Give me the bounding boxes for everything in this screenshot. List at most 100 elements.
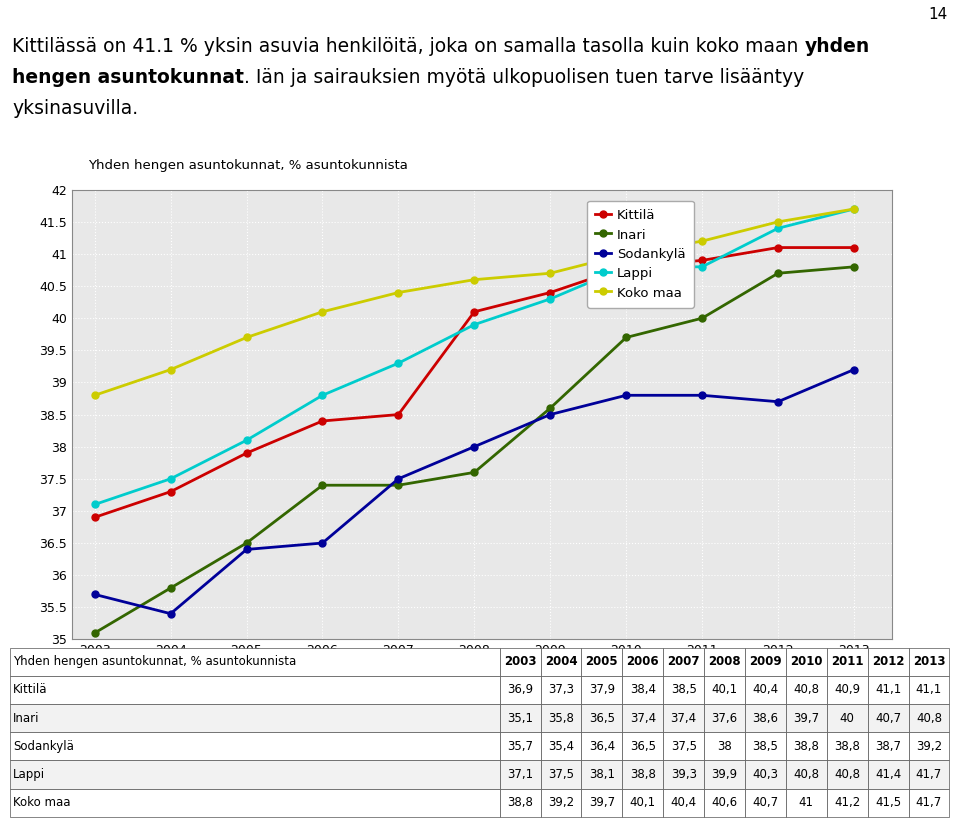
Bar [10, 733, 500, 761]
Bar [704, 789, 745, 817]
Text: 40,1: 40,1 [630, 796, 656, 809]
Bar [704, 676, 745, 704]
Koko maa [241, 332, 252, 342]
Text: 40,6: 40,6 [712, 796, 737, 809]
Text: 40,4: 40,4 [670, 796, 697, 809]
Bar [868, 761, 908, 789]
Sodankylä [545, 410, 556, 420]
Bar [622, 789, 664, 817]
Text: 38,4: 38,4 [630, 683, 656, 696]
Text: 36,4: 36,4 [589, 740, 615, 752]
Text: Koko maa: Koko maa [13, 796, 71, 809]
Text: 41,7: 41,7 [916, 796, 942, 809]
Text: 2012: 2012 [872, 655, 904, 668]
Lappi [620, 262, 632, 271]
Bar [908, 704, 949, 733]
Kittilä [620, 262, 632, 271]
Sodankylä [165, 609, 176, 619]
Inari [89, 628, 101, 638]
Bar [908, 648, 949, 676]
Sodankylä [772, 397, 784, 407]
Text: . Iän ja sairauksien myötä ulkopuolisen tuen tarve lisääntyy: . Iän ja sairauksien myötä ulkopuolisen … [244, 68, 805, 87]
Lappi [696, 262, 708, 271]
Bar [10, 761, 500, 789]
Text: yhden: yhden [805, 37, 870, 56]
Bar [868, 733, 908, 761]
Text: Lappi: Lappi [13, 768, 45, 781]
Koko maa [89, 390, 101, 400]
Text: 41,1: 41,1 [916, 683, 942, 696]
Bar [785, 789, 827, 817]
Bar [664, 648, 704, 676]
Legend: Kittilä, Inari, Sodankylä, Lappi, Koko maa: Kittilä, Inari, Sodankylä, Lappi, Koko m… [587, 200, 693, 308]
Text: 2010: 2010 [790, 655, 823, 668]
Sodankylä [89, 590, 101, 600]
Text: 38,7: 38,7 [875, 740, 901, 752]
Bar [10, 789, 500, 817]
Bar [500, 789, 541, 817]
Text: 39,2: 39,2 [548, 796, 574, 809]
Bar [622, 761, 664, 789]
Lappi [316, 390, 328, 400]
Text: 37,5: 37,5 [548, 768, 574, 781]
Text: 41,1: 41,1 [875, 683, 901, 696]
Bar [704, 704, 745, 733]
Kittilä [469, 307, 480, 317]
Text: 38,5: 38,5 [753, 740, 779, 752]
Lappi [165, 474, 176, 483]
Kittilä [772, 243, 784, 252]
Text: 14: 14 [928, 7, 947, 21]
Text: 37,5: 37,5 [670, 740, 696, 752]
Bar [785, 704, 827, 733]
Bar [908, 761, 949, 789]
Bar [500, 761, 541, 789]
Bar [581, 704, 622, 733]
Text: yksinasuvilla.: yksinasuvilla. [12, 99, 138, 118]
Kittilä [316, 416, 328, 426]
Bar [622, 733, 664, 761]
Kittilä [696, 256, 708, 266]
Line: Sodankylä: Sodankylä [91, 366, 857, 617]
Text: 2013: 2013 [913, 655, 946, 668]
Kittilä [241, 448, 252, 458]
Bar [868, 648, 908, 676]
Bar [664, 789, 704, 817]
Bar [541, 761, 581, 789]
Text: 40,1: 40,1 [712, 683, 737, 696]
Text: 41,5: 41,5 [875, 796, 901, 809]
Inari [165, 583, 176, 593]
Lappi [772, 224, 784, 233]
Line: Koko maa: Koko maa [91, 205, 857, 398]
Bar [704, 761, 745, 789]
Bar [745, 648, 785, 676]
Bar [785, 761, 827, 789]
Text: 40,8: 40,8 [793, 683, 819, 696]
Bar [500, 648, 541, 676]
Bar [785, 676, 827, 704]
Text: 37,6: 37,6 [712, 712, 737, 724]
Text: 37,4: 37,4 [630, 712, 656, 724]
Sodankylä [620, 390, 632, 400]
Text: hengen asuntokunnat: hengen asuntokunnat [12, 68, 244, 87]
Bar [868, 676, 908, 704]
Text: 41,7: 41,7 [916, 768, 942, 781]
Bar [868, 704, 908, 733]
Text: 35,1: 35,1 [507, 712, 533, 724]
Bar [541, 648, 581, 676]
Koko maa [696, 236, 708, 246]
Text: 39,9: 39,9 [712, 768, 737, 781]
Bar [500, 733, 541, 761]
Bar [908, 789, 949, 817]
Text: 36,5: 36,5 [589, 712, 615, 724]
Kittilä [89, 512, 101, 522]
Koko maa [165, 365, 176, 375]
Text: 38,8: 38,8 [507, 796, 533, 809]
Line: Kittilä: Kittilä [91, 244, 857, 521]
Bar [541, 704, 581, 733]
Text: 35,8: 35,8 [549, 712, 574, 724]
Kittilä [545, 288, 556, 298]
Koko maa [772, 217, 784, 227]
Text: 40,7: 40,7 [875, 712, 901, 724]
Bar [745, 761, 785, 789]
Sodankylä [392, 474, 404, 483]
